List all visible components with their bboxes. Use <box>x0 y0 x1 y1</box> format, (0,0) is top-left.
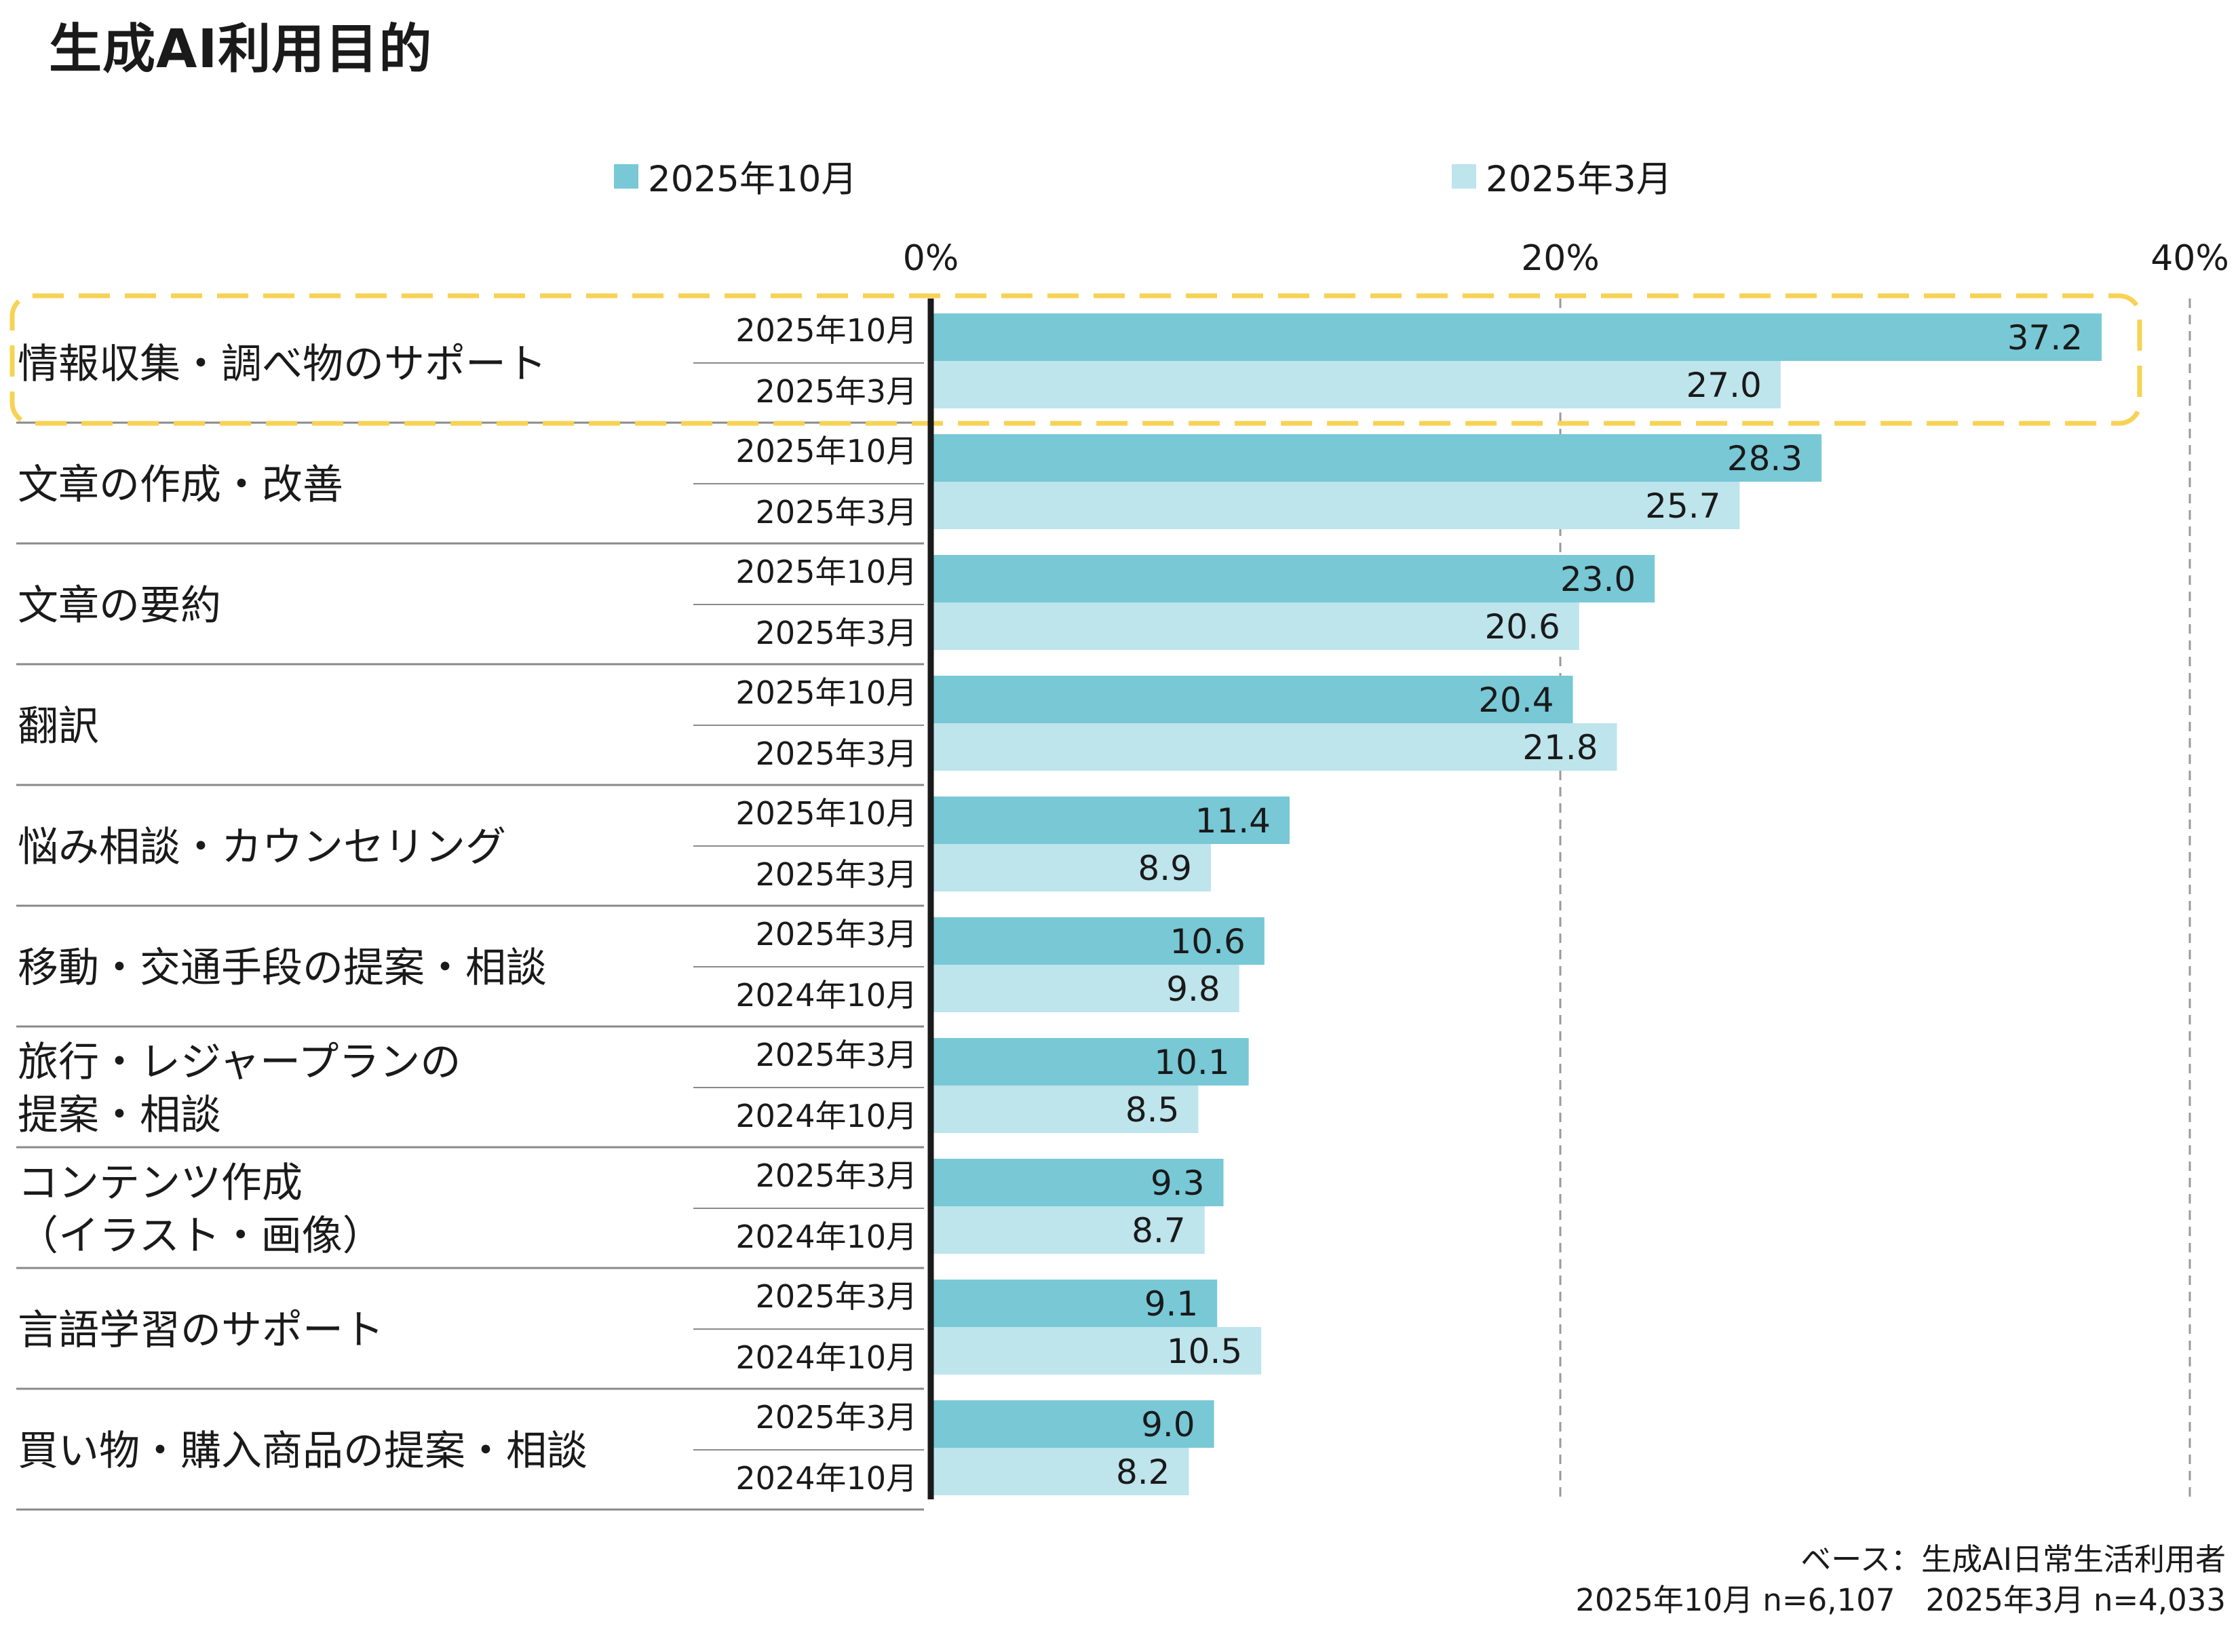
row-period-label: 2025年3月 <box>756 916 917 953</box>
category-label-line: 移動・交通手段の提案・相談 <box>18 944 547 992</box>
row-period-label: 2025年3月 <box>756 1037 917 1073</box>
category-label: 言語学習のサポート <box>18 1304 384 1357</box>
row-period-label: 2025年3月 <box>756 856 917 893</box>
bar-value-label: 8.9 <box>1138 849 1192 888</box>
category-label: 旅行・レジャープランの 提案・相談 <box>18 1036 461 1142</box>
footnote-base: ベース：生成AI日常生活利用者 <box>1800 1541 2226 1577</box>
bar-value-label: 9.8 <box>1166 969 1220 1009</box>
bar-value-label: 20.4 <box>1478 680 1554 720</box>
bar-value-label: 23.0 <box>1560 560 1636 599</box>
row-period-label: 2025年3月 <box>756 1157 917 1194</box>
category-label: 悩み相談・カウンセリング <box>18 821 506 874</box>
category-label-line: 悩み相談・カウンセリング <box>18 824 506 871</box>
row-period-label: 2024年10月 <box>735 977 917 1014</box>
row-period-label: 2025年10月 <box>735 795 917 832</box>
bar-value-label: 27.0 <box>1686 366 1761 405</box>
bar <box>931 602 1579 650</box>
category-label-line: 文章の作成・改善 <box>18 461 343 509</box>
category-label-line: 情報収集・調べ物のサポート <box>18 341 547 388</box>
category-label-line: 言語学習のサポート <box>18 1307 384 1354</box>
bar-value-label: 25.7 <box>1645 486 1720 526</box>
category-label: 翻訳 <box>18 700 99 753</box>
legend-label: 2025年3月 <box>1486 159 1672 200</box>
category-label: コンテンツ作成 （イラスト・画像） <box>18 1157 383 1263</box>
bar <box>931 482 1740 529</box>
bar <box>931 361 1781 408</box>
bar-value-label: 10.6 <box>1170 922 1246 961</box>
legend-item-2025-03: 2025年3月 <box>1452 151 1672 202</box>
bar <box>931 1038 1249 1086</box>
bar <box>931 796 1290 844</box>
chart-title: 生成AI利用目的 <box>49 19 433 80</box>
bar-value-label: 9.1 <box>1144 1284 1199 1324</box>
bar <box>931 1086 1199 1133</box>
legend-swatch-icon <box>1452 164 1476 189</box>
bar <box>931 965 1239 1012</box>
bar <box>931 1400 1214 1448</box>
highlight-box <box>9 293 2142 426</box>
category-label-line: 買い物・購入商品の提案・相談 <box>18 1427 587 1475</box>
bar <box>931 917 1265 965</box>
category-label-line: 翻訳 <box>18 703 99 750</box>
row-period-label: 2024年10月 <box>735 1460 917 1497</box>
bar <box>931 676 1573 723</box>
legend-label: 2025年10月 <box>648 159 857 200</box>
bar-value-label: 10.1 <box>1154 1043 1229 1082</box>
row-period-label: 2025年3月 <box>756 373 917 410</box>
x-tick-label: 0% <box>903 238 959 279</box>
bar-value-label: 21.8 <box>1522 728 1598 767</box>
category-label-line: 提案・相談 <box>18 1092 221 1139</box>
bar-value-label: 10.5 <box>1167 1332 1242 1371</box>
bar-value-label: 9.3 <box>1151 1164 1205 1203</box>
bar <box>931 434 1822 482</box>
bar <box>931 555 1655 602</box>
bar-value-label: 28.3 <box>1727 439 1802 478</box>
row-period-label: 2024年10月 <box>735 1339 917 1376</box>
row-period-label: 2025年3月 <box>756 494 917 531</box>
bar-value-label: 9.0 <box>1141 1405 1195 1444</box>
category-label: 文章の作成・改善 <box>18 459 343 512</box>
bar-value-label: 20.6 <box>1485 607 1560 647</box>
row-period-label: 2025年3月 <box>756 1399 917 1436</box>
bar <box>931 844 1211 891</box>
bar <box>931 1206 1205 1254</box>
footnote-sample-size: 2025年10月 n=6,107 2025年3月 n=4,033 <box>1575 1582 2226 1618</box>
category-label: 移動・交通手段の提案・相談 <box>18 942 547 995</box>
category-label-line: （イラスト・画像） <box>18 1212 383 1260</box>
row-period-label: 2025年10月 <box>735 674 917 711</box>
row-period-label: 2024年10月 <box>735 1218 917 1255</box>
row-period-label: 2025年3月 <box>756 1278 917 1315</box>
row-period-label: 2024年10月 <box>735 1098 917 1134</box>
category-label: 買い物・購入商品の提案・相談 <box>18 1425 587 1478</box>
bar <box>931 1448 1189 1495</box>
row-period-label: 2025年10月 <box>735 554 917 590</box>
category-label: 情報収集・調べ物のサポート <box>18 338 547 391</box>
bar-value-label: 8.7 <box>1132 1211 1186 1250</box>
row-period-label: 2025年10月 <box>735 312 917 349</box>
bar <box>931 723 1617 771</box>
x-tick-label: 40% <box>2150 238 2229 279</box>
bar-value-label: 37.2 <box>2007 318 2083 358</box>
row-period-label: 2025年3月 <box>756 615 917 651</box>
bar <box>931 1280 1218 1327</box>
category-label-line: 旅行・レジャープランの <box>18 1039 461 1086</box>
bar-value-label: 8.2 <box>1116 1453 1170 1492</box>
legend-swatch-icon <box>614 164 638 189</box>
bar <box>931 1159 1224 1206</box>
x-tick-label: 20% <box>1521 238 1600 279</box>
bar-value-label: 11.4 <box>1195 801 1271 841</box>
category-label-line: 文章の要約 <box>18 582 221 630</box>
row-period-label: 2025年3月 <box>756 735 917 772</box>
category-label: 文章の要約 <box>18 579 221 632</box>
category-label-line: コンテンツ作成 <box>18 1159 303 1207</box>
bar <box>931 1327 1262 1375</box>
row-period-label: 2025年10月 <box>735 433 917 469</box>
bar-value-label: 8.5 <box>1125 1090 1180 1130</box>
bar <box>931 313 2102 361</box>
legend-item-2025-10: 2025年10月 <box>614 151 857 202</box>
